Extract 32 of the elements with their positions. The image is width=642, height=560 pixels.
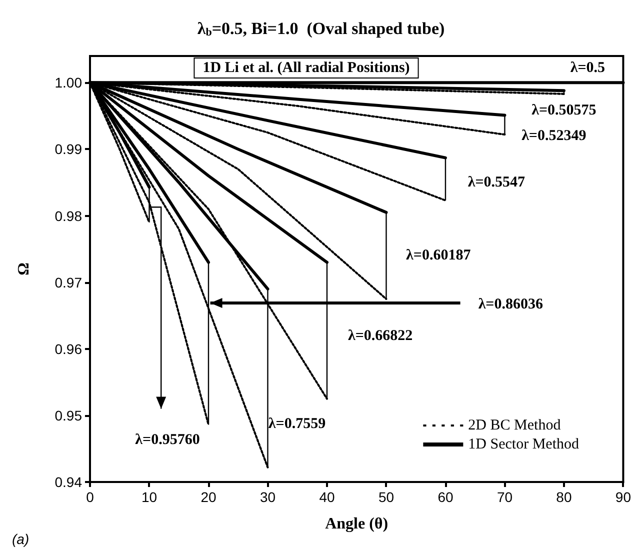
annotation: λ=0.86036 [478,296,544,312]
x-tick-label: 80 [556,489,572,505]
y-tick-label: 0.99 [54,141,82,158]
x-tick-label: 30 [260,489,276,505]
annotation: λ=0.7559 [268,416,326,432]
annotation: λ=0.60187 [406,248,472,264]
y-tick-label: 0.98 [54,208,82,224]
text: (a) [12,531,30,547]
annotation: λ=0.66822 [348,328,413,344]
x-tick-label: 10 [141,489,158,505]
annotation: λ=0.5 [570,60,605,76]
legend-label: 2D BC Method [468,418,562,434]
x-tick-label: 70 [496,489,513,505]
y-tick-label: 1.00 [54,74,82,91]
y-tick-label: 0.97 [54,274,82,290]
annotation: λ=0.5547 [468,174,526,190]
x-axis-title: Angle (θ) [325,516,388,532]
annotation: λ=0.95760 [135,432,200,448]
y-axis-title: Ω [16,262,32,276]
x-tick-label: 60 [438,489,454,505]
y-tick-label: 0.96 [54,340,82,357]
annotation: λ=0.52349 [522,128,586,144]
annotation: 1D Li et al. (All radial Positions) [202,60,410,76]
x-tick-label: 0 [86,489,94,505]
annotation: λ=0.50575 [532,102,596,119]
x-tick-label: 90 [615,489,632,505]
legend-label: 1D Sector Method [468,436,580,452]
y-tick-label: 0.94 [54,474,82,490]
x-tick-label: 40 [319,489,335,505]
x-tick-label: 50 [378,489,394,505]
y-tick-label: 0.95 [54,407,82,424]
x-tick-label: 20 [200,489,216,505]
